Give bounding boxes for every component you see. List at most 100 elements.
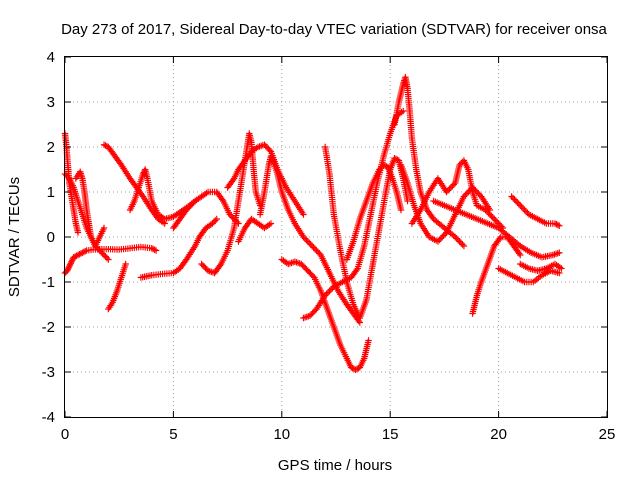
plus-marker [229, 176, 237, 184]
series-arc-2 [61, 243, 160, 277]
plus-marker [212, 217, 219, 224]
plus-marker [519, 205, 527, 212]
plus-marker [74, 229, 82, 236]
plus-marker [459, 241, 466, 248]
plus-marker [311, 245, 319, 253]
plus-marker [486, 211, 494, 218]
plus-marker [148, 245, 155, 252]
plus-marker [515, 250, 523, 257]
plus-marker [100, 251, 108, 259]
plus-marker [460, 193, 468, 200]
plus-marker [303, 236, 310, 244]
plus-marker [307, 241, 314, 248]
plus-marker [462, 191, 469, 199]
series-arc-12 [235, 215, 275, 245]
plus-marker [300, 233, 307, 241]
plus-marker [218, 196, 226, 203]
x-tick-labels: 0 5 10 15 20 25 [61, 426, 616, 443]
plus-marker [509, 194, 517, 202]
plus-marker [64, 266, 72, 273]
plus-marker [67, 260, 74, 267]
plus-marker [352, 366, 359, 373]
plus-marker [267, 220, 275, 227]
series-arc-8 [137, 215, 220, 281]
plus-marker [376, 166, 383, 173]
series-arc-13 [256, 152, 364, 326]
plus-marker [449, 182, 456, 190]
x-tick-label: 5 [169, 426, 177, 443]
y-tick-label: -3 [42, 364, 55, 381]
plus-marker [183, 206, 190, 214]
plus-marker [103, 254, 111, 262]
plus-marker [377, 164, 385, 172]
plus-marker [310, 244, 317, 251]
plus-marker [316, 250, 323, 257]
plus-marker [74, 251, 82, 259]
plus-marker [353, 266, 360, 274]
data-marks [61, 74, 565, 373]
plus-marker [323, 290, 330, 298]
plus-marker [308, 242, 316, 250]
plus-marker [102, 142, 109, 149]
plus-marker [488, 212, 495, 220]
series-arc-14 [278, 256, 372, 373]
series-arc-6 [105, 260, 129, 313]
plus-marker [187, 202, 194, 209]
plus-marker [512, 197, 520, 205]
y-tick-label: 0 [47, 229, 55, 246]
plus-marker [216, 262, 224, 269]
plus-marker [517, 251, 524, 259]
plus-marker [456, 161, 463, 169]
series-arc-21 [430, 197, 563, 261]
plus-marker [446, 185, 453, 193]
plus-marker [514, 199, 521, 206]
plus-marker [556, 222, 563, 229]
plus-marker [457, 160, 465, 167]
plus-marker [463, 190, 471, 197]
y-tick-label: -2 [42, 319, 55, 336]
plus-marker [441, 230, 449, 238]
plus-marker [79, 249, 86, 256]
plus-marker [439, 233, 446, 241]
plot-frame [64, 56, 608, 418]
plus-marker [496, 235, 503, 242]
plus-marker [436, 236, 443, 244]
plus-marker [434, 238, 442, 245]
plus-marker [97, 248, 105, 256]
plus-marker [268, 154, 275, 161]
plus-marker [457, 239, 465, 247]
plus-marker [489, 214, 497, 221]
y-tick-label: 2 [47, 139, 55, 156]
plus-marker [188, 200, 196, 208]
x-tick-label: 10 [273, 426, 290, 443]
plus-marker [69, 257, 76, 264]
plus-marker [213, 215, 220, 223]
plus-marker [551, 220, 559, 227]
plus-marker [100, 224, 108, 232]
plus-marker [65, 264, 72, 271]
plus-marker [100, 141, 108, 148]
plus-marker [492, 217, 499, 224]
plus-marker [521, 206, 528, 214]
plus-marker [380, 161, 387, 169]
plus-marker [105, 256, 112, 263]
y-tick-label: -1 [42, 274, 55, 291]
plus-marker [266, 146, 273, 154]
x-tick-label: 0 [61, 426, 69, 443]
series-arc-17 [343, 161, 405, 263]
plus-marker [209, 220, 216, 227]
plus-marker [456, 238, 463, 245]
plus-marker [122, 260, 129, 268]
plus-marker [517, 202, 524, 209]
plus-marker [66, 261, 74, 268]
plus-marker [483, 208, 491, 215]
grid-lines [65, 57, 607, 417]
plus-marker [313, 247, 320, 254]
series-arc-4 [72, 168, 108, 250]
plus-marker [491, 215, 498, 223]
plus-marker [452, 233, 459, 241]
plus-marker [454, 236, 462, 244]
y-tick-label: 3 [47, 94, 55, 111]
plus-marker [70, 254, 77, 261]
plus-marker [460, 242, 468, 250]
